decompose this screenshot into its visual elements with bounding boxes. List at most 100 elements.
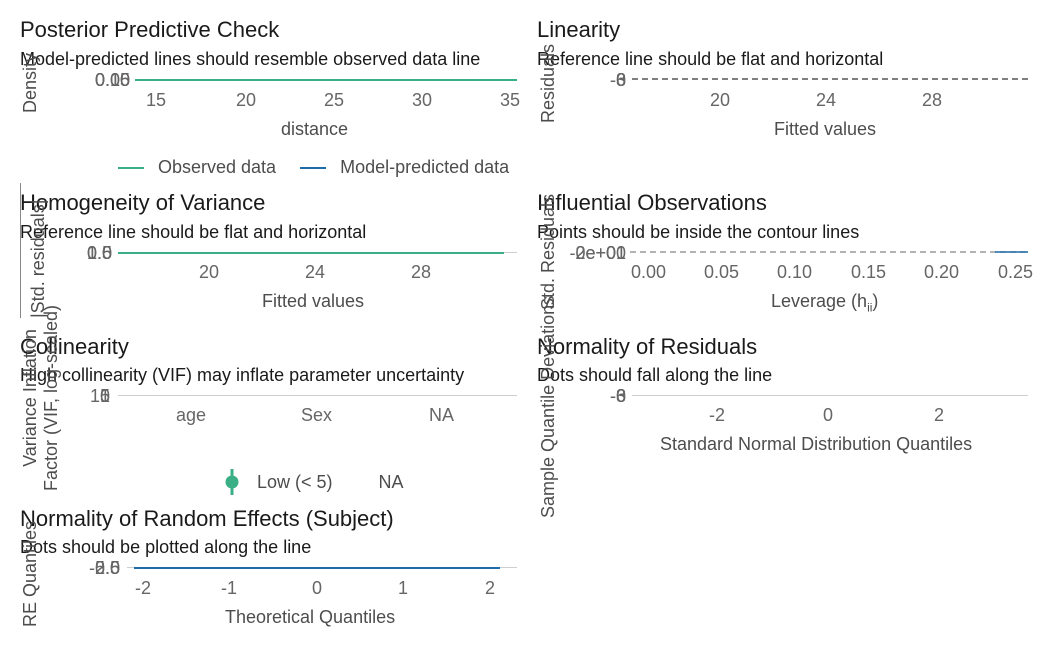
y-axis-label: Variance Inflation Factor (VIF, log-scal… xyxy=(20,298,62,498)
x-tick-label: 20 xyxy=(236,90,257,110)
y-tick-label: 5 xyxy=(99,386,110,406)
x-tick-label: 0 xyxy=(312,578,323,598)
legend-swatch-point-range xyxy=(225,469,239,495)
qq-reference-line xyxy=(134,567,500,569)
x-tick-label: 28 xyxy=(411,262,432,282)
legend-swatch xyxy=(300,166,327,169)
x-axis-line xyxy=(632,395,1028,396)
panel-title: Homogeneity of Variance xyxy=(20,190,266,215)
y-tick-label: 5.0 xyxy=(94,558,120,578)
x-axis-label: Standard Normal Distribution Quantiles xyxy=(660,434,973,454)
x-axis-label: Leverage (hii) xyxy=(771,291,879,315)
legend-item-low: Low (< 5) xyxy=(222,467,333,497)
y-tick-label: 10 xyxy=(89,386,110,406)
x-tick-label: 30 xyxy=(412,90,433,110)
observed-data-line xyxy=(135,79,517,81)
x-tick-label: 24 xyxy=(305,262,326,282)
panel-title: Normality of Residuals xyxy=(537,334,758,359)
legend-label: NA xyxy=(378,471,404,492)
x-tick-label: 1 xyxy=(398,578,409,598)
x-tick-label: 0.20 xyxy=(924,262,960,282)
y-tick-label: -2e+01 xyxy=(569,243,626,263)
y-tick-label: -2.5 xyxy=(88,558,120,578)
y-tick-label: 0.5 xyxy=(86,243,112,263)
legend-swatch xyxy=(118,166,144,169)
panel-subtitle: Reference line should be flat and horizo… xyxy=(20,222,367,242)
x-tick-label: 0 xyxy=(823,405,834,425)
y-tick-label: 2e+01 xyxy=(575,243,626,263)
legend-label: Model-predicted data xyxy=(340,157,510,177)
y-tick-label: 1.5 xyxy=(86,243,112,263)
panel-title: Posterior Predictive Check xyxy=(20,17,280,42)
y-tick-label: 0.10 xyxy=(94,70,130,90)
y-axis-label: Density xyxy=(20,52,40,113)
y-tick-label: 1.0 xyxy=(86,243,112,263)
panel-title: Influential Observations xyxy=(537,190,767,215)
x-tick-label: 0.25 xyxy=(998,262,1034,282)
smooth-line xyxy=(118,252,504,254)
legend: Observed data Model-predicted data xyxy=(118,157,533,178)
panel-subtitle: Points should be inside the contour line… xyxy=(537,222,860,242)
x-tick-label: 2 xyxy=(934,405,945,425)
x-axis-label: Fitted values xyxy=(262,291,365,311)
x-tick-label: 0.15 xyxy=(851,262,887,282)
y-axis-label: Sample Quantile Deviations xyxy=(538,295,558,518)
legend: Low (< 5) NA xyxy=(222,467,428,497)
y-axis-frame xyxy=(20,183,21,318)
x-tick-label: NA xyxy=(429,405,455,425)
panel-title: Normality of Random Effects (Subject) xyxy=(20,506,394,531)
x-tick-label: 35 xyxy=(500,90,521,110)
y-tick-label: 3 xyxy=(615,386,626,406)
x-tick-label: 2 xyxy=(485,578,496,598)
y-axis-label: RE Quantiles xyxy=(20,520,40,627)
x-tick-label: 25 xyxy=(324,90,345,110)
panel-subtitle: High collinearity (VIF) may inflate para… xyxy=(20,365,465,385)
x-tick-label: 0.05 xyxy=(704,262,740,282)
legend-item-observed: Observed data xyxy=(118,157,276,178)
x-tick-label: 20 xyxy=(710,90,731,110)
y-tick-label: 3 xyxy=(615,70,626,90)
legend-label: Low (< 5) xyxy=(257,471,333,492)
y-tick-label: 0.0 xyxy=(86,243,112,263)
x-axis-line xyxy=(118,395,517,396)
panel-subtitle: Reference line should be flat and horizo… xyxy=(537,49,884,69)
y-tick-label: 0 xyxy=(615,386,626,406)
panel-subtitle: Model-predicted lines should resemble ob… xyxy=(20,49,481,69)
y-tick-label: -6 xyxy=(609,386,626,406)
x-tick-label: -2 xyxy=(709,405,726,425)
panel-title: Collinearity xyxy=(20,334,129,359)
y-tick-label: 0e+00 xyxy=(575,243,626,263)
y-axis-label-line: Variance Inflation xyxy=(20,329,40,467)
legend-item-na: NA xyxy=(379,472,404,493)
y-tick-label: 2.5 xyxy=(94,558,120,578)
y-tick-label: 0.15 xyxy=(94,70,130,90)
legend-label: Observed data xyxy=(158,157,277,177)
panel-subtitle: Dots should be plotted along the line xyxy=(20,537,312,557)
y-tick-label: 0.05 xyxy=(94,70,130,90)
y-axis-label-line: Factor (VIF, log-scaled) xyxy=(41,304,61,492)
x-tick-label: 24 xyxy=(816,90,837,110)
x-tick-label: -2 xyxy=(135,578,152,598)
x-tick-label: age xyxy=(176,405,207,425)
x-axis-label: distance xyxy=(281,119,349,139)
x-axis-label: Fitted values xyxy=(774,119,877,139)
y-tick-label: -6 xyxy=(609,70,626,90)
x-tick-label: 20 xyxy=(199,262,220,282)
y-tick-label: -3 xyxy=(609,70,626,90)
x-tick-label: 28 xyxy=(922,90,943,110)
panel-title: Linearity xyxy=(537,17,621,42)
y-tick-label: -3 xyxy=(609,386,626,406)
x-tick-label: 0.00 xyxy=(631,262,667,282)
x-tick-label: -1 xyxy=(221,578,238,598)
x-tick-label: 15 xyxy=(146,90,167,110)
y-tick-label: 0.0 xyxy=(94,558,120,578)
x-tick-label: Sex xyxy=(301,405,333,425)
panel-subtitle: Dots should fall along the line xyxy=(537,365,773,385)
y-tick-label: 0 xyxy=(615,70,626,90)
y-tick-label: 0.00 xyxy=(94,70,130,90)
x-tick-label: 0.10 xyxy=(777,262,813,282)
y-axis-label: Residuals xyxy=(538,43,558,123)
x-axis-label: Theoretical Quantiles xyxy=(225,607,396,627)
y-tick-label: 1 xyxy=(99,386,110,406)
legend-item-predicted: Model-predicted data xyxy=(300,157,509,178)
